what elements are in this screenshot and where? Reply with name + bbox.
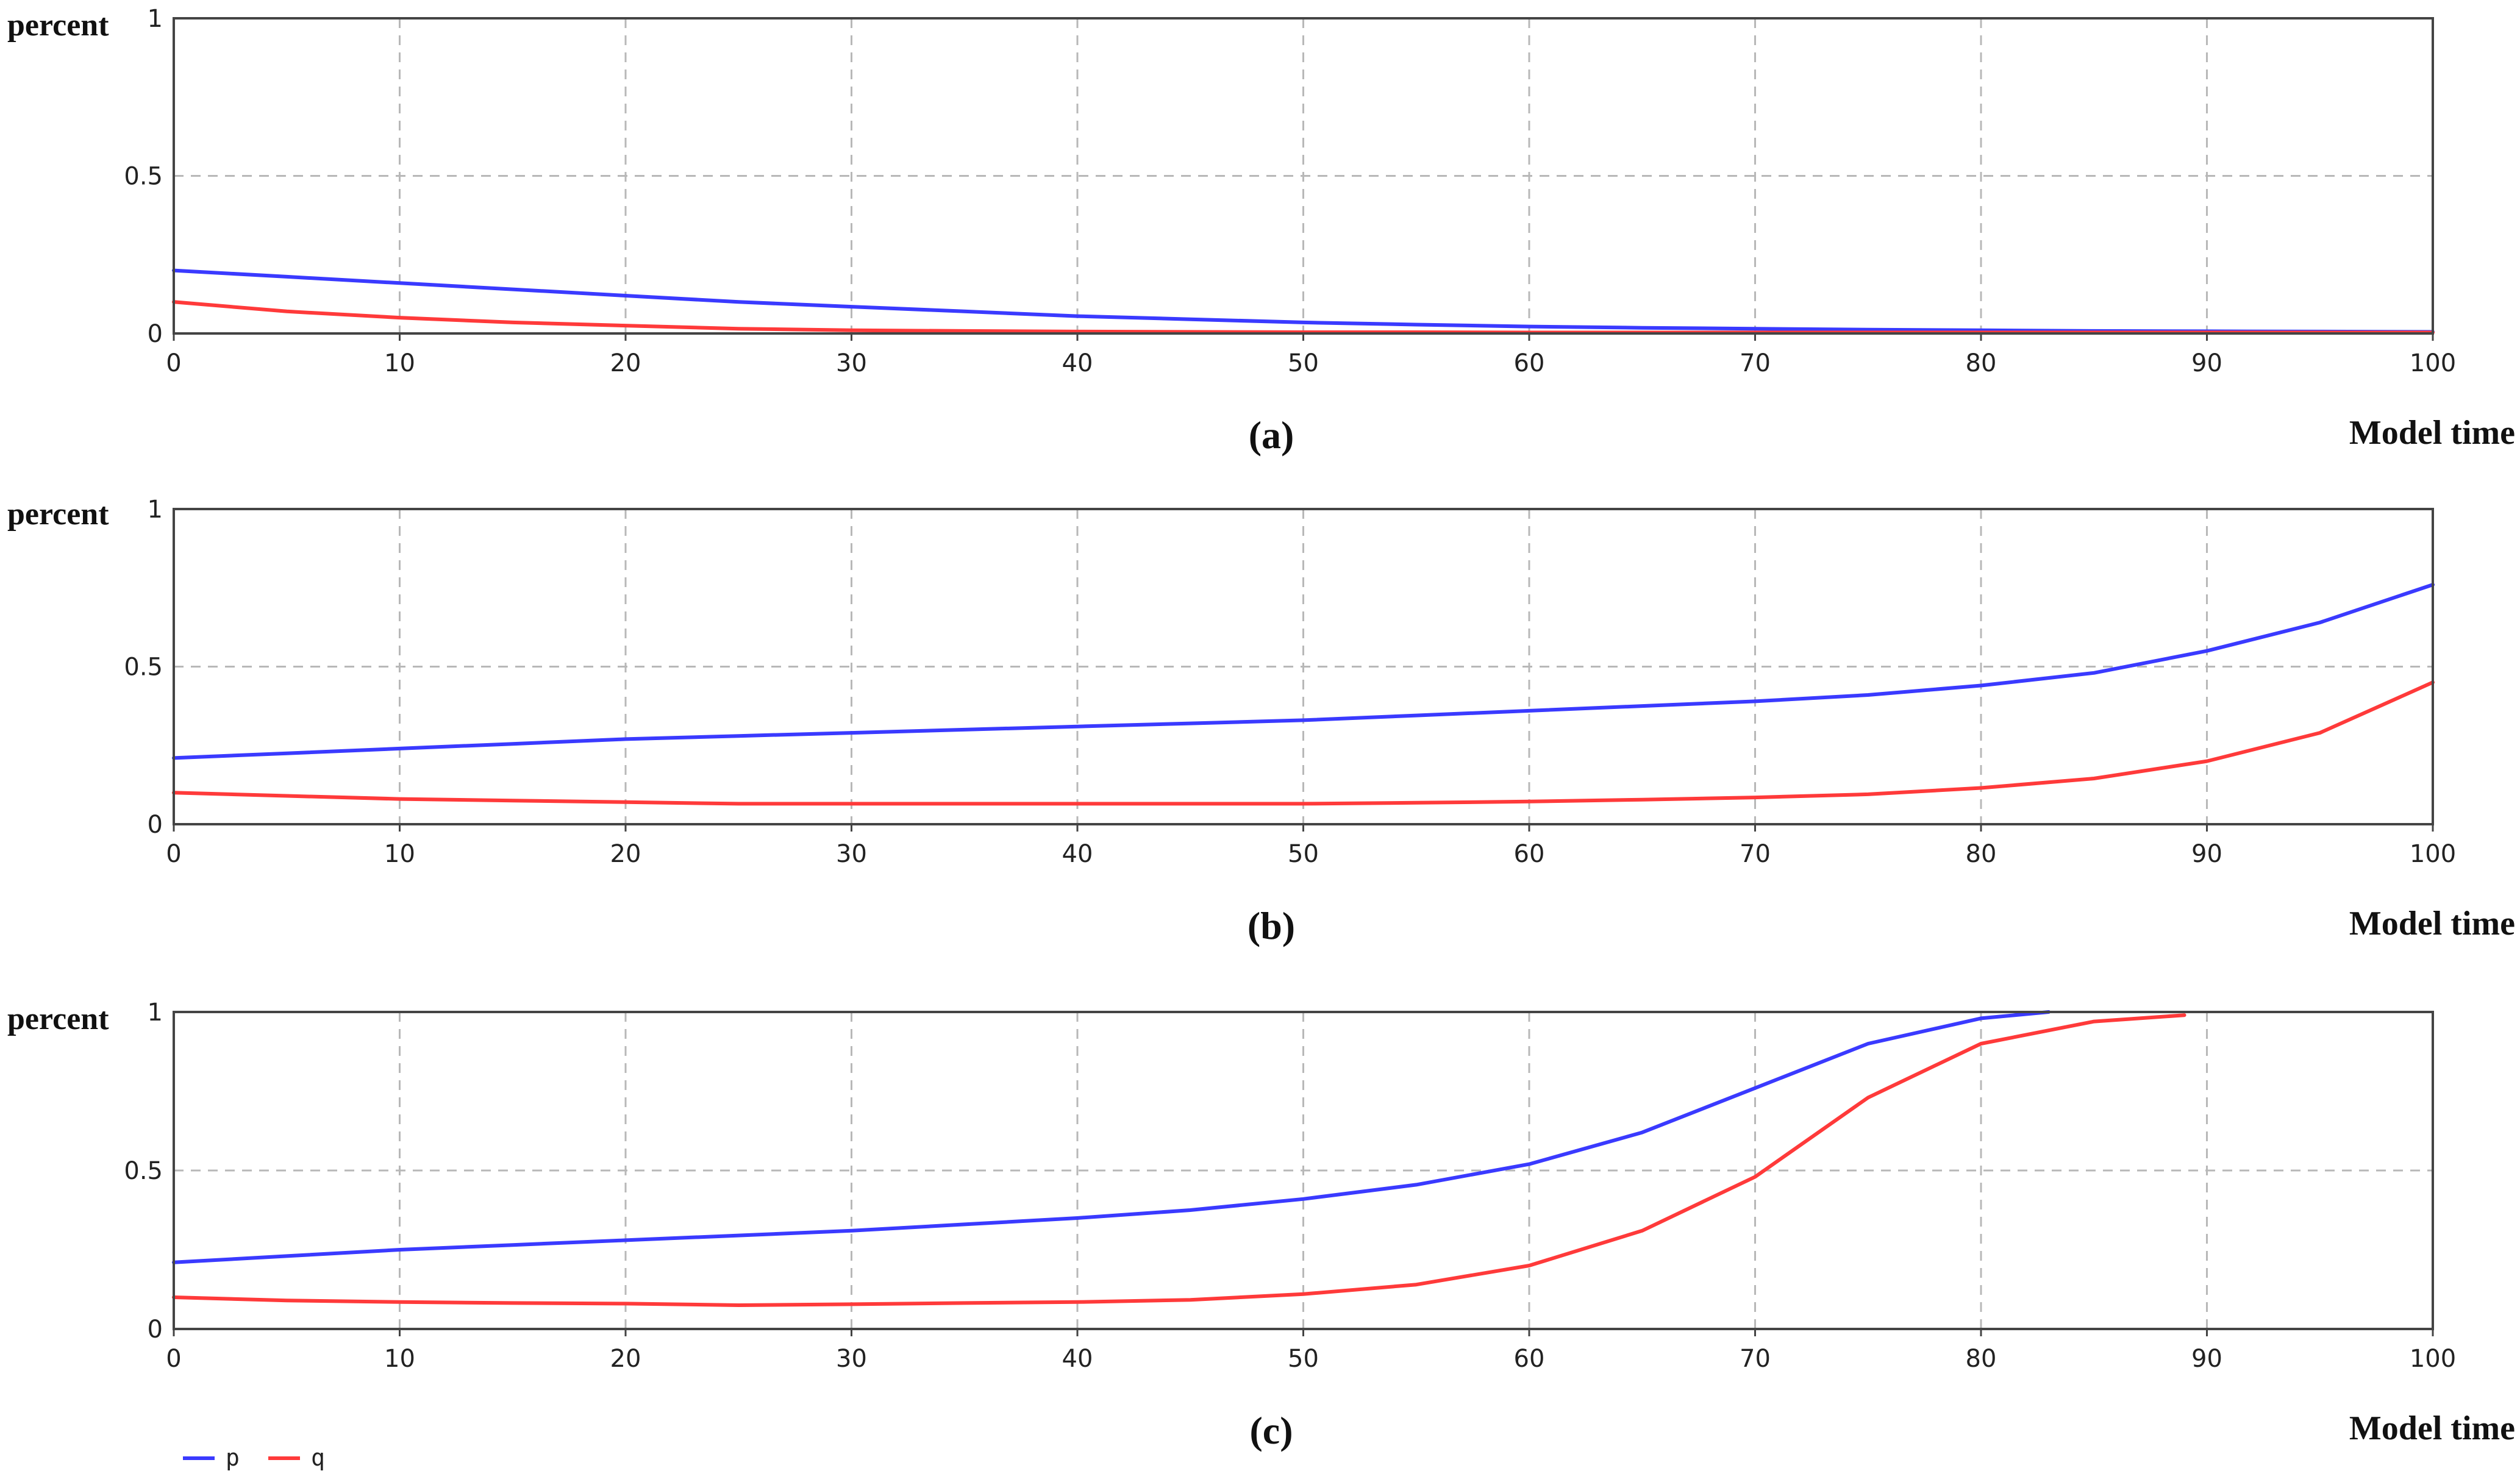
panel-c-xtick-label: 60 [1514,1345,1545,1373]
panel-a-xtick-label: 20 [610,349,641,377]
panel-b-xtick-label: 10 [384,840,415,868]
panel-a: percent (a) Model time 0 10 20 30 40 50 60 70 80… [7,5,2515,457]
panel-c-xlabel: Model time [2349,1409,2515,1447]
panel-c-xtick-label: 10 [384,1345,415,1373]
panel-a-xtick-label: 40 [1062,349,1093,377]
panel-c: percent (c) Model time 0 10 20 30 40 50 60 70 80… [7,999,2515,1452]
panel-a-xtick-label: 10 [384,349,415,377]
legend-label-p: p [226,1444,240,1471]
panel-a-xtick-label: 100 [2410,349,2456,377]
panel-b-ylabel: percent [7,497,109,532]
panel-b-series-p [172,583,2435,760]
panel-c-ytick-label: 0 [148,1316,163,1344]
panel-a-xtick-label: 90 [2191,349,2222,377]
panel-a-xtick-label: 30 [836,349,867,377]
panel-c-xtick-label: 0 [166,1345,181,1373]
panel-c-xtick-label: 40 [1062,1345,1093,1373]
panel-b-xtick-label: 60 [1514,840,1545,868]
panel-c-series-q [172,1013,2186,1307]
panel-b-xtick-label: 40 [1062,840,1093,868]
panel-b-ytick-label: 0 [148,811,163,839]
panel-c-ytick-label: 0.5 [124,1157,163,1185]
panel-c-xtick-label: 70 [1740,1345,1771,1373]
panel-b-xtick-label: 30 [836,840,867,868]
panel-a-ytick-label: 1 [148,5,163,33]
panel-c-xtick-label: 30 [836,1345,867,1373]
panel-a-xtick-label: 0 [166,349,181,377]
panel-c-xtick-label: 100 [2410,1345,2456,1373]
panel-a-xtick-label: 50 [1288,349,1319,377]
panel-b-ytick-label: 0.5 [124,654,163,682]
panel-a-ytick-label: 0.5 [124,163,163,191]
panel-b-xtick-label: 80 [1966,840,1997,868]
panel-a-xtick-label: 60 [1514,349,1545,377]
panel-b: percent (b) Model time 0 10 20 30 40 50 60 70 80… [7,496,2515,947]
panel-b-xtick-label: 70 [1740,840,1771,868]
panel-a-ytick-label: 0 [148,320,163,348]
panel-c-xtick-label: 90 [2191,1345,2222,1373]
panel-c-series-p [172,1010,2051,1264]
legend: p q [183,1444,325,1471]
panel-b-xtick-label: 100 [2410,840,2456,868]
panel-c-xtick-label: 50 [1288,1345,1319,1373]
panel-c-xtick-label: 80 [1966,1345,1997,1373]
panel-a-xlabel: Model time [2349,414,2515,452]
panel-a-ylabel: percent [7,8,109,43]
panel-a-xtick-label: 80 [1966,349,1997,377]
panel-b-ytick-label: 1 [148,496,163,524]
panel-a-label: (a) [1249,413,1294,457]
panel-b-xtick-label: 0 [166,840,181,868]
legend-label-q: q [311,1444,325,1471]
panel-c-label: (c) [1249,1409,1293,1452]
panel-c-xtick-label: 20 [610,1345,641,1373]
panel-b-xtick-label: 50 [1288,840,1319,868]
panel-b-series-q [172,680,2435,806]
panel-b-xtick-label: 90 [2191,840,2222,868]
panel-c-ytick-label: 1 [148,999,163,1027]
panel-c-ylabel: percent [7,1002,109,1036]
panel-a-xtick-label: 70 [1740,349,1771,377]
panel-b-label: (b) [1248,904,1295,947]
panel-b-xlabel: Model time [2349,905,2515,942]
panel-b-xtick-label: 20 [610,840,641,868]
